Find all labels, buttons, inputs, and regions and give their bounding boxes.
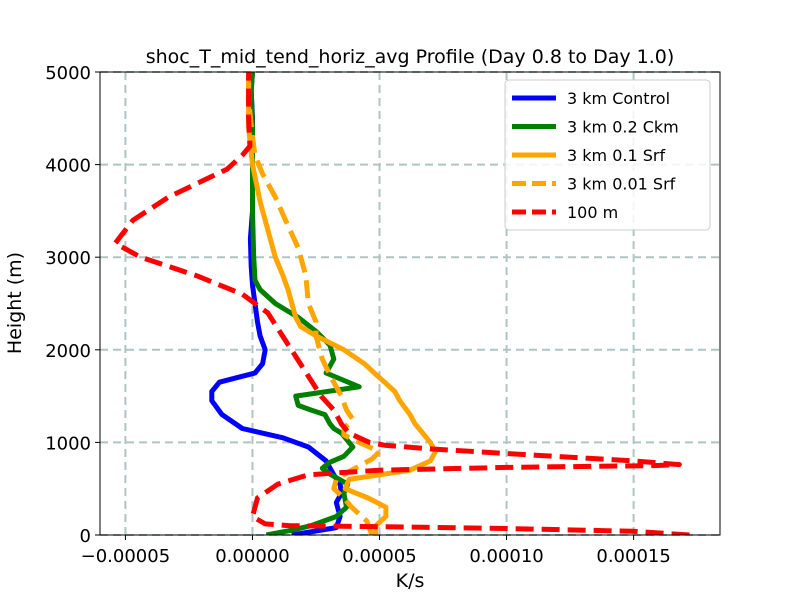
x-axis: −0.00005 0.00000 0.00005 0.00010 0.00015 <box>81 535 671 567</box>
y-tick-label: 4000 <box>45 156 91 177</box>
x-tick-label: 0.00000 <box>215 546 289 567</box>
plot-area <box>112 72 690 535</box>
y-axis: 0 1000 2000 3000 4000 5000 <box>45 63 100 547</box>
x-axis-label: K/s <box>396 570 425 592</box>
y-tick-label: 2000 <box>45 341 91 362</box>
legend: 3 km Control 3 km 0.2 Ckm 3 km 0.1 Srf 3 km… <box>504 79 711 231</box>
x-tick-label: −0.00005 <box>81 546 171 567</box>
legend-label: 3 km 0.2 Ckm <box>567 118 679 137</box>
y-axis-label: Height (m) <box>4 252 26 354</box>
x-tick-label: 0.00010 <box>469 546 543 567</box>
legend-label: 100 m <box>567 203 618 222</box>
legend-label: 3 km 0.1 Srf <box>567 146 665 165</box>
chart-title: shoc_T_mid_tend_horiz_avg Profile (Day 0… <box>146 46 675 68</box>
legend-box <box>504 79 711 231</box>
series-line-3-km-0-2-ckm <box>248 72 362 535</box>
y-tick-label: 5000 <box>45 63 91 84</box>
x-tick-label: 0.00015 <box>596 546 670 567</box>
legend-label: 3 km Control <box>567 89 670 108</box>
y-tick-label: 3000 <box>45 248 91 269</box>
series-line-3-km-0-1-srf <box>246 72 438 535</box>
series-line-3-km-0-01-srf <box>246 72 382 535</box>
x-tick-label: 0.00005 <box>342 546 416 567</box>
y-tick-label: 1000 <box>45 433 91 454</box>
series-line-100-m <box>112 72 690 535</box>
y-tick-label: 0 <box>80 526 91 547</box>
plot-frame <box>99 71 721 536</box>
legend-label: 3 km 0.01 Srf <box>567 175 676 194</box>
